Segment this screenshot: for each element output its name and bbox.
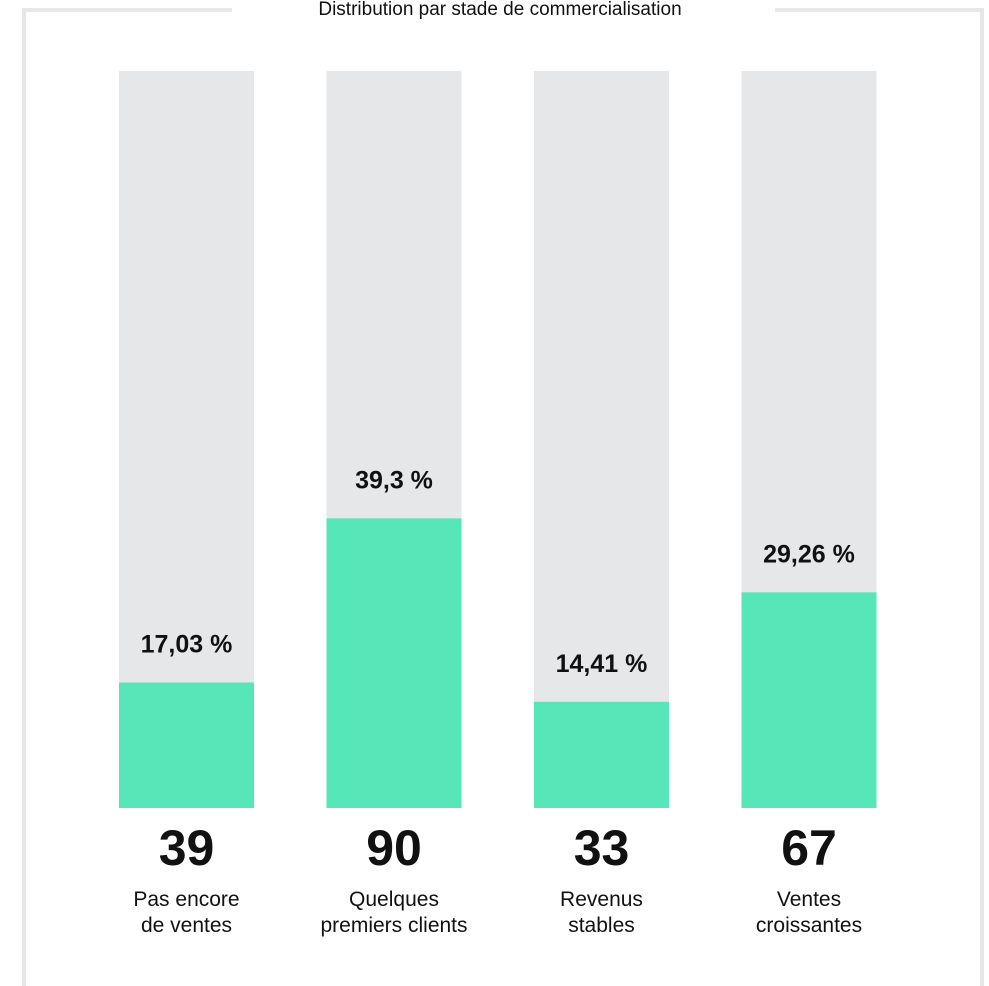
- chart-frame: [22, 8, 984, 986]
- bar-category-label: Pas encore de ventes: [133, 888, 239, 937]
- bar-fill: [119, 682, 254, 808]
- chart-title: Distribution par stade de commercialisat…: [318, 0, 681, 20]
- bar-percent-label: 29,26 %: [763, 540, 855, 568]
- category-label-line: Revenus: [560, 888, 643, 911]
- category-label-line: de ventes: [141, 914, 232, 937]
- category-label-line: Quelques: [349, 888, 439, 911]
- bar-fill: [741, 592, 877, 808]
- bar-fill: [326, 518, 462, 808]
- bar-fill: [534, 701, 669, 808]
- category-label-line: Ventes: [777, 888, 841, 911]
- bar-count-label: 39: [159, 820, 215, 876]
- bar-track: [534, 71, 669, 808]
- bar-category-label: Quelques premiers clients: [320, 888, 467, 937]
- bar-count-label: 90: [366, 820, 422, 876]
- bar-percent-label: 39,3 %: [355, 466, 433, 494]
- category-label-line: stables: [568, 914, 635, 937]
- category-label-line: croissantes: [756, 914, 862, 937]
- bar-count-label: 67: [781, 820, 837, 876]
- bar-percent-label: 14,41 %: [556, 650, 648, 678]
- bar-percent-label: 17,03 %: [141, 630, 233, 658]
- bar-category-label: Ventes croissantes: [756, 888, 862, 937]
- bar-count-label: 33: [574, 820, 630, 876]
- bars-group: 17,03 % 39 Pas encore de ventes 39,3 % 90 Quel…: [119, 71, 877, 937]
- category-label-line: Pas encore: [133, 888, 239, 911]
- category-label-line: premiers clients: [320, 914, 467, 937]
- bar-category-label: Revenus stables: [560, 888, 643, 937]
